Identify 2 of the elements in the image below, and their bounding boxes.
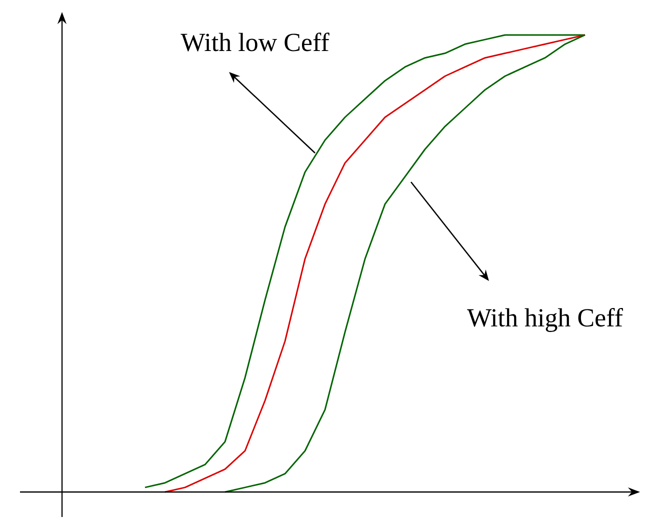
annotation: With low Ceff	[180, 32, 330, 52]
annotation: With high Ceff	[467, 308, 623, 332]
